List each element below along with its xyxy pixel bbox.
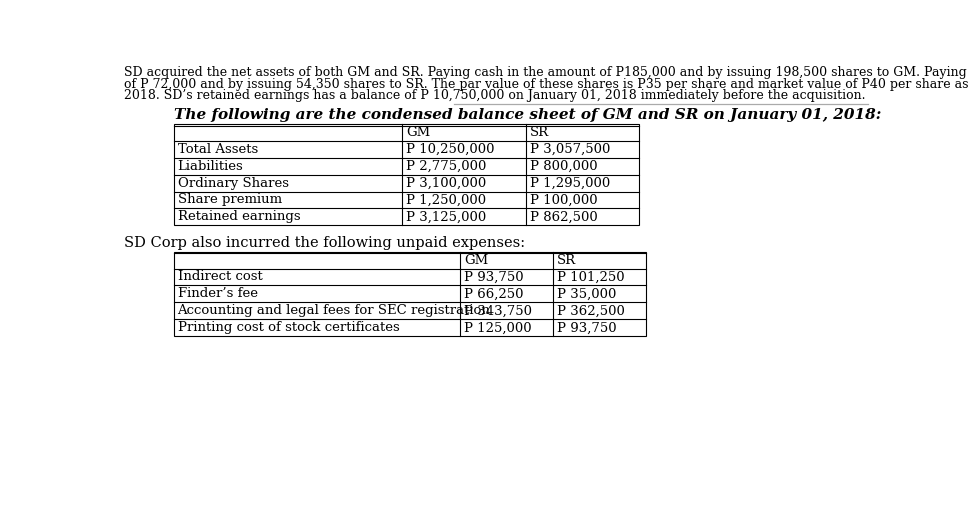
Text: Total Assets: Total Assets — [177, 142, 257, 156]
Text: P 1,295,000: P 1,295,000 — [530, 177, 611, 189]
Text: P 66,250: P 66,250 — [465, 287, 524, 300]
Text: SR: SR — [530, 126, 549, 139]
Text: GM: GM — [465, 254, 489, 267]
Text: P 800,000: P 800,000 — [530, 160, 598, 173]
Text: P 93,750: P 93,750 — [558, 321, 617, 334]
Text: P 343,750: P 343,750 — [465, 305, 532, 317]
Text: P 862,500: P 862,500 — [530, 211, 598, 223]
Text: SD acquired the net assets of both GM and SR. Paying cash in the amount of P185,: SD acquired the net assets of both GM an… — [124, 66, 968, 79]
Text: 2018. SD’s retained earnings has a balance of P 10,750,000 on January 01, 2018 i: 2018. SD’s retained earnings has a balan… — [124, 89, 865, 102]
Text: Indirect cost: Indirect cost — [177, 271, 262, 283]
Text: SR: SR — [558, 254, 577, 267]
Bar — [173, 124, 639, 225]
Text: P 3,100,000: P 3,100,000 — [407, 177, 487, 189]
Text: P 125,000: P 125,000 — [465, 321, 532, 334]
Text: P 362,500: P 362,500 — [558, 305, 625, 317]
Text: P 10,250,000: P 10,250,000 — [407, 142, 495, 156]
Text: P 2,775,000: P 2,775,000 — [407, 160, 487, 173]
Text: Retained earnings: Retained earnings — [177, 211, 300, 223]
Text: P 3,057,500: P 3,057,500 — [530, 142, 611, 156]
Bar — [173, 251, 647, 336]
Text: P 3,125,000: P 3,125,000 — [407, 211, 487, 223]
Text: P 93,750: P 93,750 — [465, 271, 524, 283]
Text: Printing cost of stock certificates: Printing cost of stock certificates — [177, 321, 400, 334]
Text: SD Corp also incurred the following unpaid expenses:: SD Corp also incurred the following unpa… — [124, 236, 526, 250]
Text: Accounting and legal fees for SEC registration: Accounting and legal fees for SEC regist… — [177, 305, 491, 317]
Text: P 100,000: P 100,000 — [530, 193, 598, 207]
Text: of P 72,000 and by issuing 54,350 shares to SR. The par value of these shares is: of P 72,000 and by issuing 54,350 shares… — [124, 78, 968, 90]
Text: P 35,000: P 35,000 — [558, 287, 617, 300]
Text: P 1,250,000: P 1,250,000 — [407, 193, 486, 207]
Text: Share premium: Share premium — [177, 193, 282, 207]
Text: The following are the condensed balance sheet of GM and SR on January 01, 2018:: The following are the condensed balance … — [173, 109, 881, 122]
Text: P 101,250: P 101,250 — [558, 271, 625, 283]
Text: Liabilities: Liabilities — [177, 160, 243, 173]
Text: Ordinary Shares: Ordinary Shares — [177, 177, 288, 189]
Text: GM: GM — [407, 126, 431, 139]
Text: Finder’s fee: Finder’s fee — [177, 287, 257, 300]
